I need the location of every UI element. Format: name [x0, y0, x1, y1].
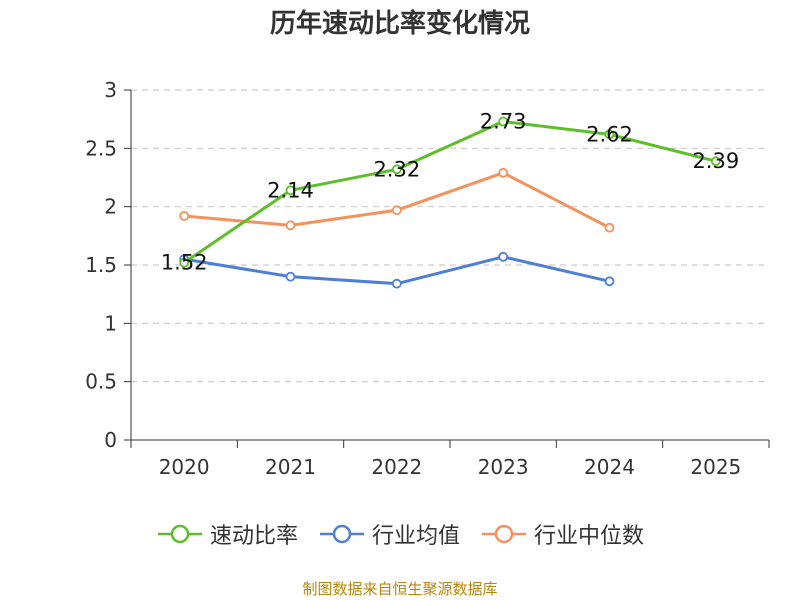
y-tick-label: 1	[104, 311, 117, 335]
source-note: 制图数据来自恒生聚源数据库	[302, 580, 498, 598]
data-label: 2.62	[586, 122, 633, 146]
data-point	[285, 220, 296, 231]
legend: 速动比率 行业均值 行业中位数	[0, 518, 800, 550]
series-line	[183, 120, 717, 264]
y-tick-label: 2.5	[85, 136, 117, 160]
data-label: 2.39	[692, 149, 739, 173]
data-point	[498, 251, 509, 262]
y-tick-label: 0	[104, 428, 117, 452]
data-point	[604, 129, 615, 140]
data-label: 2.14	[267, 178, 314, 202]
y-tick-label: 1.5	[85, 253, 117, 277]
x-tick-label: 2020	[159, 455, 210, 479]
y-tick-label: 3	[104, 78, 117, 102]
y-tick-label: 0.5	[85, 370, 117, 394]
data-point	[179, 211, 190, 221]
x-tick-label: 2025	[690, 455, 741, 479]
data-label: 2.73	[480, 110, 527, 134]
data-point	[498, 167, 509, 178]
data-point	[498, 116, 509, 127]
label-layer: 1.52 2.14 2.32 2.73 2.62 2.39	[161, 110, 739, 275]
data-point	[604, 276, 615, 287]
x-tick-label: 2023	[478, 455, 529, 479]
data-point	[285, 185, 296, 196]
legend-line-icon	[319, 524, 364, 544]
data-label: 1.52	[161, 251, 208, 275]
x-tick-label: 2021	[265, 455, 316, 479]
data-label: 2.32	[373, 157, 420, 181]
legend-label: 行业中位数	[534, 524, 645, 549]
legend-line-icon	[157, 524, 202, 544]
x-tick-label: 2022	[371, 455, 422, 479]
legend-item-quick-ratio[interactable]: 速动比率	[156, 518, 298, 550]
data-point	[179, 257, 190, 268]
series-layer	[179, 116, 721, 289]
data-point	[391, 278, 402, 289]
x-tick-label: 2024	[584, 455, 635, 479]
data-point	[391, 164, 402, 175]
legend-item-industry-median[interactable]: 行业中位数	[480, 518, 644, 550]
y-tick-label: 2	[104, 195, 117, 219]
data-point	[391, 205, 402, 216]
legend-line-icon	[482, 524, 526, 544]
data-point	[285, 271, 296, 282]
grid-layer	[131, 89, 769, 383]
legend-label: 速动比率	[209, 524, 298, 549]
legend-label: 行业均值	[371, 524, 460, 549]
data-point	[710, 156, 721, 167]
legend-item-industry-mean[interactable]: 行业均值	[318, 518, 460, 550]
data-point	[604, 222, 615, 233]
chart-title: 历年速动比率变化情况	[269, 9, 530, 39]
